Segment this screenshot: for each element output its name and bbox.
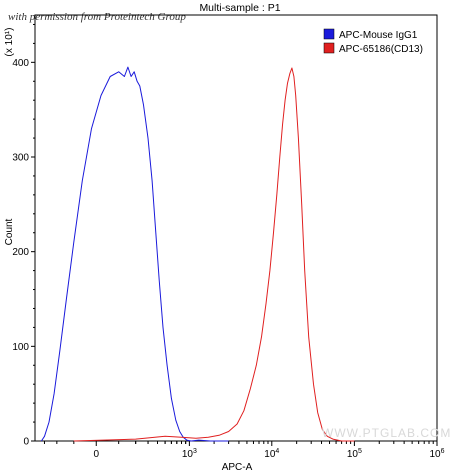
x-axis-label: APC-A [222, 462, 253, 473]
y-tick-label: 300 [12, 153, 29, 164]
watermark-site: WWW.PTGLAB.COM [322, 426, 450, 440]
y-tick-label: 200 [12, 247, 29, 258]
plot-frame [34, 14, 438, 442]
y-axis-multiplier: (x 10¹) [4, 28, 15, 57]
y-axis: 0 100 200 300 400 [12, 23, 35, 448]
x-axis: 0 103 104 105 106 [43, 441, 445, 460]
legend-label-1: APC-Mouse IgG1 [339, 30, 418, 41]
series-line-1 [40, 66, 229, 442]
legend-swatch-1 [323, 28, 335, 40]
chart-title: Multi-sample : P1 [199, 2, 280, 14]
y-tick-label: 100 [12, 342, 29, 353]
y-tick-label: 0 [23, 437, 29, 448]
x-tick-label: 0 [93, 449, 99, 460]
y-tick-label: 400 [12, 58, 29, 69]
y-axis-label: Count [4, 218, 15, 245]
legend-swatch-2 [323, 42, 335, 54]
watermark-credit: with permission from Proteintech Group [8, 11, 186, 23]
plot-border [34, 14, 438, 442]
series-layer [40, 66, 355, 442]
legend-label-2: APC-65186(CD13) [339, 44, 423, 55]
series-line-2 [73, 67, 355, 442]
legend: APC-Mouse IgG1 APC-65186(CD13) [323, 28, 423, 55]
